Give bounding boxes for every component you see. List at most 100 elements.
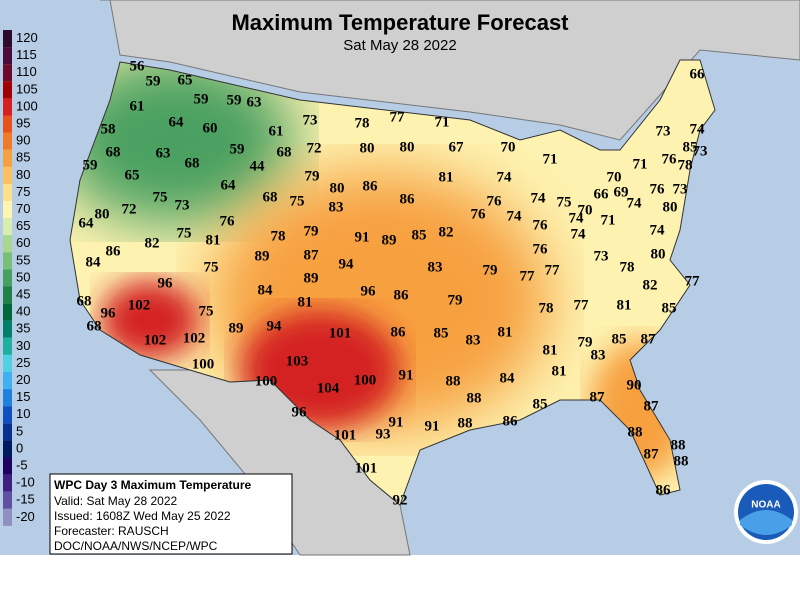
temp-label: 73 xyxy=(175,197,190,213)
temp-label: 59 xyxy=(194,91,209,107)
info-title: WPC Day 3 Maximum Temperature xyxy=(54,478,251,492)
temp-label: 75 xyxy=(557,194,572,210)
legend-label: 55 xyxy=(16,252,30,267)
temp-label: 75 xyxy=(290,193,305,209)
temp-label: 89 xyxy=(255,248,270,264)
temp-label: 75 xyxy=(153,189,168,205)
temp-label: 87 xyxy=(644,398,660,414)
legend-swatch xyxy=(3,149,12,167)
legend-swatch xyxy=(3,286,12,304)
temp-label: 79 xyxy=(304,223,319,239)
temp-label: 76 xyxy=(533,217,549,233)
temp-label: 94 xyxy=(339,256,355,272)
legend-swatch xyxy=(3,474,12,492)
temp-label: 88 xyxy=(671,437,686,453)
temp-label: 71 xyxy=(435,114,450,130)
legend-label: 70 xyxy=(16,201,30,216)
temp-label: 77 xyxy=(545,262,561,278)
temp-label: 81 xyxy=(552,363,567,379)
temp-label: 59 xyxy=(227,92,242,108)
temp-label: 82 xyxy=(145,235,160,251)
legend-swatch xyxy=(3,508,12,526)
legend-label: -5 xyxy=(16,457,28,472)
temp-label: 77 xyxy=(390,109,406,125)
legend-label: 105 xyxy=(16,81,38,96)
legend-label: 0 xyxy=(16,440,23,455)
legend-label: 85 xyxy=(16,150,30,165)
temp-label: 76 xyxy=(533,241,549,257)
legend-label: 75 xyxy=(16,184,30,199)
temp-label: 100 xyxy=(354,372,377,388)
temp-label: 68 xyxy=(87,318,102,334)
temp-label: 59 xyxy=(230,141,245,157)
temp-label: 71 xyxy=(633,156,648,172)
legend-label: 30 xyxy=(16,338,30,353)
legend-label: 40 xyxy=(16,304,30,319)
temp-label: 81 xyxy=(298,294,313,310)
legend-swatch xyxy=(3,47,12,65)
temp-label: 81 xyxy=(617,297,632,313)
legend-swatch xyxy=(3,423,12,441)
temp-label: 76 xyxy=(471,206,487,222)
temp-label: 91 xyxy=(389,414,404,430)
temp-label: 70 xyxy=(501,139,516,155)
temp-label: 78 xyxy=(539,300,554,316)
temp-label: 77 xyxy=(685,273,701,289)
temp-label: 91 xyxy=(355,229,370,245)
temp-label: 65 xyxy=(178,72,193,88)
temp-label: 89 xyxy=(304,270,319,286)
temp-label: 76 xyxy=(662,151,678,167)
temp-label: 89 xyxy=(229,320,244,336)
temp-label: 88 xyxy=(628,424,643,440)
temp-label: 100 xyxy=(255,373,278,389)
legend-label: 95 xyxy=(16,115,30,130)
temp-label: 68 xyxy=(263,189,278,205)
temp-label: 80 xyxy=(360,140,375,156)
temp-label: 83 xyxy=(466,332,481,348)
temp-label: 86 xyxy=(503,413,519,429)
temp-label: 87 xyxy=(304,247,320,263)
temp-label: 88 xyxy=(467,390,482,406)
legend-swatch xyxy=(3,389,12,407)
legend-swatch xyxy=(3,30,12,48)
temp-label: 74 xyxy=(690,121,706,137)
legend-label: 100 xyxy=(16,98,38,113)
temp-label: 66 xyxy=(690,66,706,82)
subtitle: Sat May 28 2022 xyxy=(343,37,456,54)
legend-swatch xyxy=(3,183,12,201)
temp-label: 80 xyxy=(330,180,345,196)
temp-label: 73 xyxy=(693,143,708,159)
legend-label: 45 xyxy=(16,286,30,301)
temp-label: 86 xyxy=(363,178,379,194)
temp-label: 71 xyxy=(543,151,558,167)
temp-label: 85 xyxy=(612,331,627,347)
temp-label: 74 xyxy=(571,226,587,242)
legend-swatch xyxy=(3,81,12,99)
temp-label: 72 xyxy=(307,140,322,156)
temp-label: 79 xyxy=(305,168,320,184)
temp-label: 91 xyxy=(425,418,440,434)
temp-label: 68 xyxy=(106,144,121,160)
temp-label: 68 xyxy=(77,293,92,309)
temp-label: 74 xyxy=(650,222,666,238)
temp-label: 59 xyxy=(83,157,98,173)
temp-label: 94 xyxy=(267,318,283,334)
temp-label: 88 xyxy=(674,453,689,469)
temp-label: 101 xyxy=(355,460,378,476)
legend: 1201151101051009590858075706560555045403… xyxy=(3,30,38,526)
temp-label: 96 xyxy=(158,275,174,291)
temp-label: 102 xyxy=(183,330,206,346)
legend-label: 50 xyxy=(16,269,30,284)
temp-label: 74 xyxy=(497,169,513,185)
temp-label: 89 xyxy=(382,232,397,248)
temp-label: 86 xyxy=(391,324,407,340)
temp-label: 64 xyxy=(79,215,95,231)
temp-label: 78 xyxy=(271,228,286,244)
temp-label: 67 xyxy=(449,139,465,155)
temp-label: 79 xyxy=(483,262,498,278)
temp-label: 84 xyxy=(258,282,274,298)
temp-label: 69 xyxy=(614,184,629,200)
